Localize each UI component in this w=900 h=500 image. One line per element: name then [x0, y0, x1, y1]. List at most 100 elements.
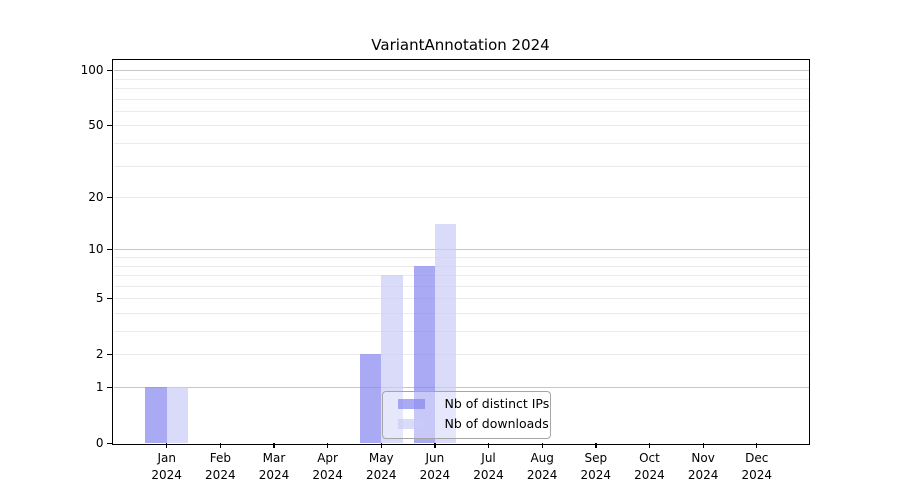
- y-axis-tick: [107, 69, 112, 71]
- x-tick-label: Feb 2024: [188, 450, 252, 484]
- x-tick-label-month: Nov: [691, 451, 715, 465]
- x-tick-label-year: 2024: [258, 468, 290, 482]
- x-axis-tick: [434, 443, 436, 448]
- major-gridline: [113, 70, 810, 72]
- x-tick-label: Mar 2024: [242, 450, 306, 484]
- major-gridline: [113, 387, 810, 388]
- x-tick-label-year: 2024: [473, 468, 504, 482]
- x-axis-tick: [756, 443, 758, 448]
- x-tick-label: Aug 2024: [510, 450, 574, 484]
- y-axis-tick: [107, 196, 112, 198]
- y-tick-label: 2: [95, 347, 104, 362]
- minor-gridline: [113, 165, 810, 167]
- y-axis-tick: [107, 297, 112, 299]
- bar-nb-of-downloads: [434, 224, 457, 443]
- bar-nb-of-distinct-ips: [359, 354, 382, 443]
- minor-gridline: [113, 265, 810, 267]
- minor-gridline: [113, 298, 810, 300]
- x-tick-label-month: Jul: [481, 451, 496, 465]
- legend-swatch-icon: [397, 399, 425, 409]
- x-axis-tick: [380, 443, 382, 448]
- x-tick-label: Oct 2024: [617, 450, 681, 484]
- legend-swatch-icon: [397, 419, 425, 429]
- x-tick-label-month: Apr: [317, 451, 338, 465]
- y-tick-label: 10: [88, 242, 104, 257]
- minor-gridline: [113, 257, 810, 258]
- x-tick-label-year: 2024: [312, 468, 343, 482]
- y-tick-label: 0: [95, 436, 104, 450]
- x-tick-label: Sep 2024: [564, 450, 628, 484]
- minor-gridline: [113, 197, 810, 199]
- legend-item: Nb of downloads: [397, 415, 549, 432]
- x-tick-label: Jan 2024: [135, 450, 199, 484]
- y-axis-tick: [107, 442, 112, 444]
- minor-gridline: [113, 98, 810, 100]
- bar-nb-of-distinct-ips: [413, 265, 435, 443]
- x-tick-label: Jun 2024: [403, 450, 467, 484]
- legend-frame: [381, 391, 551, 439]
- x-tick-label-year: 2024: [580, 468, 612, 482]
- minor-gridline: [113, 354, 810, 356]
- x-tick-label: Jul 2024: [457, 450, 521, 484]
- x-tick-label-month: Feb: [209, 451, 231, 465]
- x-axis-tick: [595, 443, 597, 448]
- minor-gridline: [113, 78, 810, 80]
- minor-gridline: [113, 285, 810, 287]
- x-axis-tick: [541, 443, 543, 448]
- x-tick-label-month: Jun: [425, 451, 445, 465]
- y-axis-tick: [107, 248, 112, 250]
- x-axis-tick: [273, 443, 275, 448]
- bar-nb-of-downloads: [166, 387, 189, 443]
- bar-nb-of-distinct-ips: [145, 387, 167, 443]
- x-tick-label-year: 2024: [205, 468, 236, 482]
- minor-gridline: [113, 110, 810, 112]
- x-tick-label-month: Jan: [157, 451, 176, 465]
- minor-gridline: [113, 125, 810, 127]
- legend-item: Nb of distinct IPs: [397, 395, 550, 412]
- x-tick-label-month: May: [368, 451, 394, 465]
- x-tick-label-year: 2024: [687, 468, 719, 482]
- bar-nb-of-downloads: [381, 275, 403, 443]
- x-tick-label-year: 2024: [741, 468, 772, 482]
- minor-gridline: [113, 312, 810, 314]
- minor-gridline: [113, 88, 810, 90]
- y-axis-tick: [107, 124, 112, 127]
- x-tick-label-month: Oct: [639, 451, 660, 465]
- minor-gridline: [113, 331, 810, 333]
- y-axis-tick: [107, 386, 112, 388]
- major-gridline: [113, 249, 810, 251]
- y-axis-tick: [107, 353, 112, 355]
- legend-item-label: Nb of downloads: [444, 416, 549, 432]
- x-tick-label: Apr 2024: [296, 450, 360, 484]
- legend-item-label: Nb of distinct IPs: [444, 396, 550, 412]
- x-tick-label-month: Mar: [262, 451, 286, 465]
- x-tick-label-month: Aug: [530, 451, 554, 465]
- x-axis-tick: [488, 443, 490, 448]
- minor-gridline: [113, 143, 810, 145]
- x-tick-label-month: Dec: [745, 451, 769, 465]
- y-tick-label: 100: [80, 63, 104, 78]
- y-tick-label: 5: [95, 291, 104, 306]
- x-tick-label-year: 2024: [419, 468, 451, 482]
- y-tick-label: 20: [88, 190, 104, 205]
- x-tick-label-year: 2024: [634, 468, 665, 482]
- x-tick-label-year: 2024: [365, 468, 397, 482]
- x-axis-tick: [648, 443, 651, 448]
- chart-title: VariantAnnotation 2024: [371, 36, 550, 54]
- x-axis-tick: [166, 443, 168, 448]
- x-tick-label-year: 2024: [151, 468, 182, 482]
- x-axis-tick: [702, 443, 704, 448]
- minor-gridline: [113, 275, 810, 277]
- x-tick-label-year: 2024: [526, 468, 558, 482]
- x-tick-label: May 2024: [349, 450, 413, 484]
- x-axis-tick: [327, 443, 329, 448]
- y-tick-label: 50: [88, 118, 104, 133]
- x-axis-tick: [219, 443, 222, 448]
- x-tick-label: Nov 2024: [671, 450, 735, 484]
- x-tick-label-month: Sep: [584, 451, 608, 465]
- y-tick-label: 1: [95, 380, 104, 394]
